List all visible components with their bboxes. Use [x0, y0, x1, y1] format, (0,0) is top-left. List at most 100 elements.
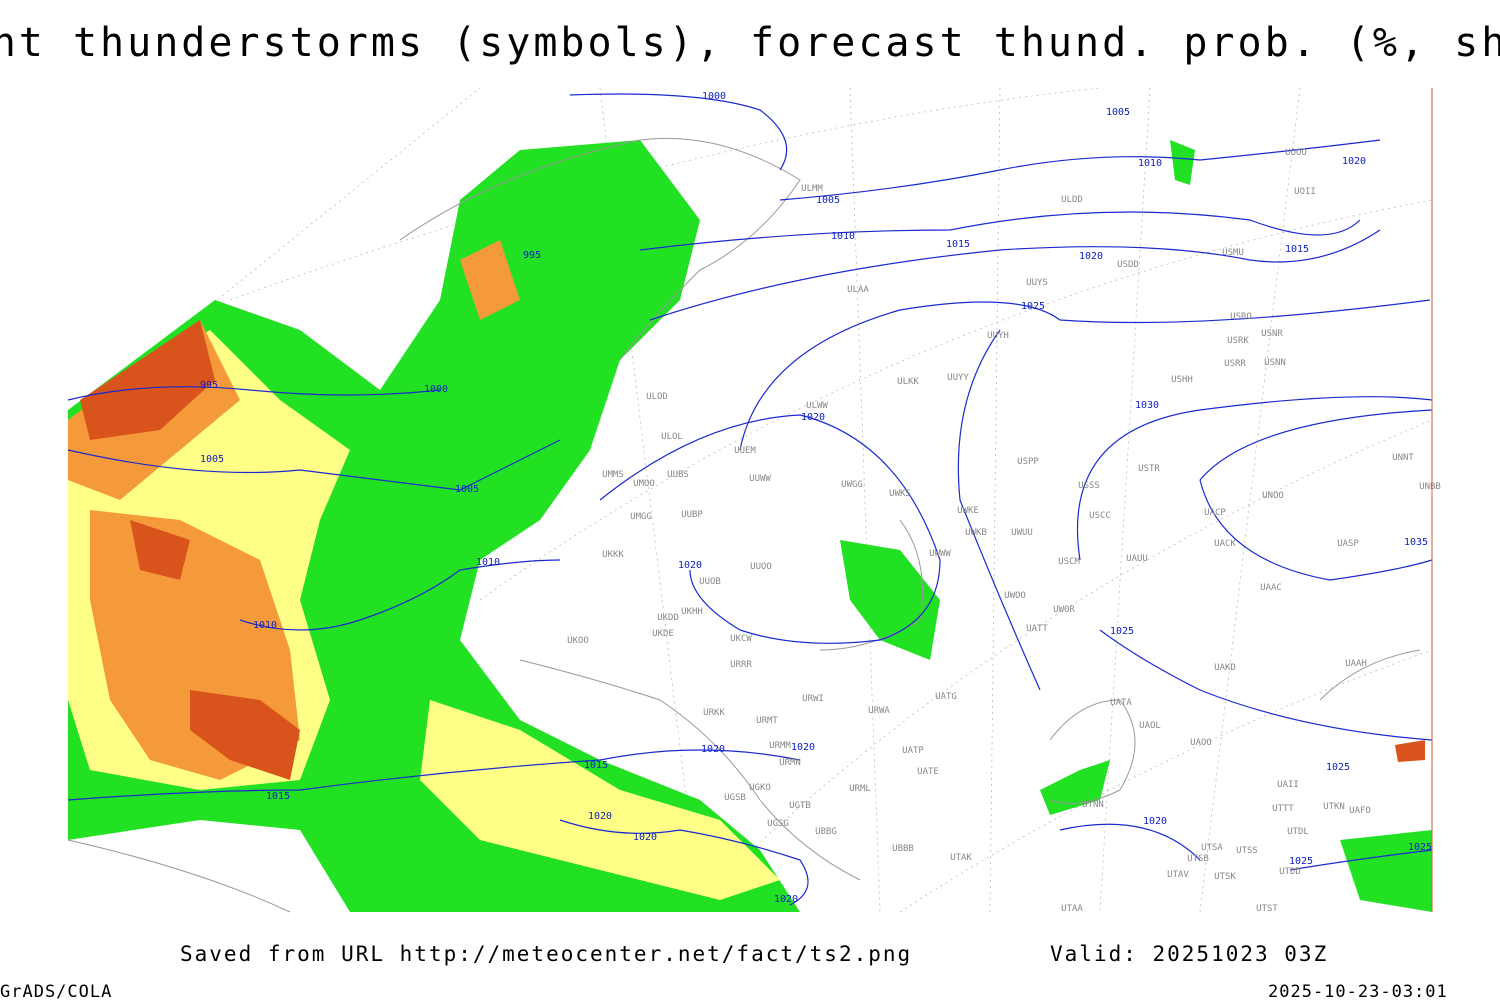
isobar-label: 1010	[253, 620, 277, 631]
station-label: USNR	[1261, 329, 1283, 339]
station-label: UTST	[1256, 904, 1278, 914]
station-label: UKCW	[730, 634, 752, 644]
station-label: UAOL	[1139, 721, 1161, 731]
station-label: URKK	[703, 708, 725, 718]
isobar-label: 1005	[1106, 107, 1130, 118]
station-label: UKOO	[567, 636, 589, 646]
station-label: UMGG	[630, 512, 652, 522]
station-label: UAUU	[1126, 554, 1148, 564]
station-label: UWKS	[889, 489, 911, 499]
station-label: UKDE	[652, 629, 674, 639]
station-label: UTAA	[1061, 904, 1083, 914]
station-label: UAAC	[1260, 583, 1282, 593]
graticule	[67, 87, 1433, 913]
station-label: UTAK	[950, 853, 972, 863]
station-label: USDD	[1117, 260, 1139, 270]
timestamp: 2025-10-23-03:01	[1268, 982, 1448, 1000]
isobar-label: 1025	[1110, 626, 1134, 637]
isobar-label: 1000	[702, 91, 726, 102]
station-label: UTKN	[1323, 802, 1345, 812]
station-label: USCM	[1058, 557, 1080, 567]
station-label: UAKD	[1214, 663, 1236, 673]
station-label: UUYH	[987, 331, 1009, 341]
station-label: UOII	[1294, 187, 1316, 197]
source-url: Saved from URL http://meteocenter.net/fa…	[180, 942, 912, 966]
station-label: UACP	[1204, 508, 1226, 518]
station-label: UGKO	[749, 783, 771, 793]
station-label: URMT	[756, 716, 778, 726]
station-label: UATP	[902, 746, 924, 756]
station-label: USRO	[1230, 312, 1252, 322]
station-label: UAOO	[1190, 738, 1212, 748]
station-label: UATE	[917, 767, 939, 777]
station-label: UTNN	[1082, 800, 1104, 810]
station-label: UBBB	[892, 844, 914, 854]
station-label: UTSK	[1214, 872, 1236, 882]
isobar-label: 1005	[455, 484, 479, 495]
station-label: UACK	[1214, 539, 1236, 549]
station-label: UWKB	[965, 528, 987, 538]
station-label: UTSS	[1236, 846, 1258, 856]
isobar-label: 1010	[831, 231, 855, 242]
station-label: ULWW	[806, 401, 828, 411]
station-label: UATA	[1110, 698, 1132, 708]
station-label: URWA	[868, 706, 890, 716]
station-label: UWGG	[841, 480, 863, 490]
station-label: ULAA	[847, 285, 869, 295]
station-label: UOOO	[1285, 148, 1307, 158]
station-label: URMN	[779, 758, 801, 768]
station-label: UKKK	[602, 550, 624, 560]
station-label: URWI	[802, 694, 824, 704]
station-label: UUOB	[699, 577, 721, 587]
valid-time: Valid: 20251023 03Z	[1050, 942, 1328, 966]
station-label: UWWW	[929, 549, 951, 559]
station-label: ULOD	[646, 392, 668, 402]
coastlines	[67, 137, 1421, 913]
station-label: URRR	[730, 660, 752, 670]
isobar-label: 1005	[816, 195, 840, 206]
isobar-label: 1020	[678, 560, 702, 571]
isobar-label: 1020	[1079, 251, 1103, 262]
station-label: UBBG	[815, 827, 837, 837]
isobar-label: 1020	[633, 832, 657, 843]
station-label: UWOO	[1004, 591, 1026, 601]
isobar-label: 1020	[701, 744, 725, 755]
station-label: UATT	[1026, 624, 1048, 634]
station-label: USTR	[1138, 464, 1160, 474]
isobar-label: 1035	[1404, 537, 1428, 548]
station-label: UMOO	[633, 479, 655, 489]
station-label: UUWW	[749, 474, 771, 484]
station-label: UNBB	[1419, 482, 1441, 492]
station-label: USRR	[1224, 359, 1246, 369]
isobars	[67, 93, 1433, 906]
station-label: ULOL	[661, 432, 683, 442]
station-label: UTDD	[1279, 867, 1301, 877]
station-label: UGSG	[767, 819, 789, 829]
station-label: UUBS	[667, 470, 689, 480]
station-label: UGSB	[724, 793, 746, 803]
map-area: 1000 1005 1010 1020 1005 1010 1015 1015 995 1020 1…	[67, 87, 1441, 914]
station-label: URMM	[769, 741, 791, 751]
station-label: USCC	[1089, 511, 1111, 521]
isobar-label: 1010	[1138, 158, 1162, 169]
isobar-label: 995	[523, 250, 541, 261]
station-label: USSS	[1078, 481, 1100, 491]
isobar-label: 1015	[584, 760, 608, 771]
station-label: UMMS	[602, 470, 624, 480]
probability-shading	[68, 140, 1432, 912]
isobar-label: 1020	[801, 412, 825, 423]
station-label: UTAV	[1167, 870, 1189, 880]
isobar-label: 1015	[266, 791, 290, 802]
station-label: UAAH	[1345, 659, 1367, 669]
software: GrADS/COLA	[0, 982, 112, 1000]
station-label: UKHH	[681, 607, 703, 617]
station-label: USMU	[1222, 248, 1244, 258]
isobar-label: 1010	[476, 557, 500, 568]
station-label: USNN	[1264, 358, 1286, 368]
station-label: UWOR	[1053, 605, 1075, 615]
station-label: UNOO	[1262, 491, 1284, 501]
isobar-label: 1030	[1135, 400, 1159, 411]
station-label: UASP	[1337, 539, 1359, 549]
station-label: URML	[849, 784, 871, 794]
station-label: UUBP	[681, 510, 703, 520]
